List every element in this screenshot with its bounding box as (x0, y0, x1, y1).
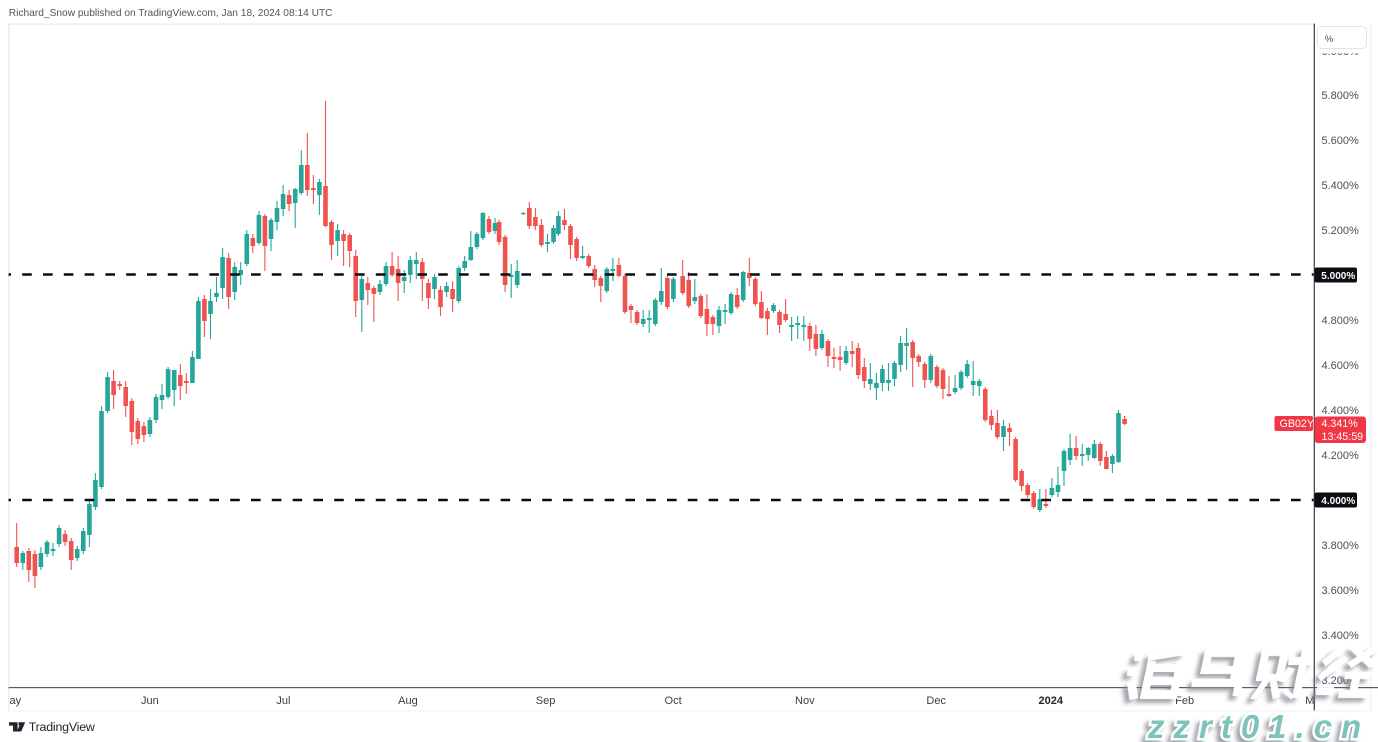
svg-text:5.000%: 5.000% (1321, 271, 1355, 282)
svg-text:Richard_Snow published on Trad: Richard_Snow published on TradingView.co… (9, 8, 333, 19)
svg-text:5.400%: 5.400% (1322, 180, 1360, 192)
svg-text:TradingView: TradingView (29, 720, 95, 734)
svg-text:13:45:59: 13:45:59 (1322, 431, 1364, 443)
svg-text:%: % (1325, 34, 1334, 45)
svg-text:4.400%: 4.400% (1322, 405, 1360, 417)
svg-text:Nov: Nov (795, 695, 815, 707)
svg-text:Jun: Jun (141, 695, 159, 707)
svg-text:2024: 2024 (1039, 695, 1064, 707)
svg-text:5.800%: 5.800% (1322, 90, 1360, 102)
svg-text:Jul: Jul (276, 695, 290, 707)
svg-text:3.800%: 3.800% (1322, 540, 1360, 552)
svg-text:zzrt01.cn: zzrt01.cn (1147, 708, 1370, 742)
svg-text:4.800%: 4.800% (1322, 315, 1360, 327)
svg-text:5.600%: 5.600% (1322, 135, 1360, 147)
svg-text:Feb: Feb (1175, 695, 1194, 707)
svg-text:Dec: Dec (926, 695, 946, 707)
svg-text:Mar: Mar (1305, 695, 1324, 707)
svg-text:3.400%: 3.400% (1322, 630, 1360, 642)
svg-text:ay: ay (10, 695, 22, 707)
svg-text:5.200%: 5.200% (1322, 225, 1360, 237)
svg-text:4.200%: 4.200% (1322, 450, 1360, 462)
svg-text:GB02Y: GB02Y (1280, 418, 1314, 430)
svg-text:Sep: Sep (536, 695, 556, 707)
svg-text:4.341%: 4.341% (1322, 418, 1359, 430)
svg-text:4.600%: 4.600% (1322, 360, 1360, 372)
svg-text:3.600%: 3.600% (1322, 585, 1360, 597)
svg-text:Aug: Aug (398, 695, 418, 707)
svg-text:Oct: Oct (665, 695, 682, 707)
svg-text:4.000%: 4.000% (1321, 496, 1355, 507)
